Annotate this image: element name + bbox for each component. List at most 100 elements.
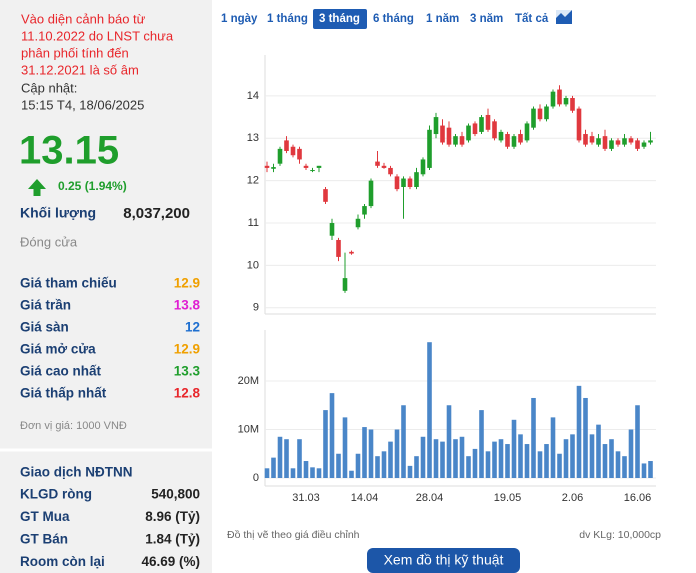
volume-bar — [563, 439, 569, 478]
candle-body — [635, 140, 640, 149]
candle-body — [583, 134, 588, 145]
volume-bar — [277, 436, 283, 478]
volume-bar — [557, 453, 562, 478]
tab[interactable]: 1 tháng — [267, 13, 308, 25]
volume-bar — [329, 393, 335, 478]
volume: 8,037,200 — [123, 205, 190, 222]
candle-body — [407, 178, 413, 187]
volume-bar — [420, 436, 426, 478]
candle-body — [544, 106, 549, 120]
chart-type-icon[interactable] — [556, 10, 572, 24]
tab[interactable]: Tất cả — [515, 13, 549, 25]
candle-body — [336, 239, 341, 257]
candle-body — [498, 131, 504, 141]
foreign-value: 8.96 (Tỷ) — [145, 509, 200, 524]
price: 13.15 — [19, 129, 119, 173]
volume-bar — [583, 397, 588, 478]
price-label: Giá trần — [20, 298, 71, 313]
candle-body — [349, 251, 354, 254]
candle-body — [355, 218, 361, 228]
volume-bar — [303, 461, 309, 478]
candle-body — [609, 140, 614, 149]
volume-bar — [433, 439, 439, 478]
volume-bar — [401, 405, 406, 478]
tab[interactable]: 3 năm — [470, 13, 503, 25]
y-tick-label: 14 — [247, 90, 259, 102]
candle-body — [485, 114, 491, 130]
candle-body — [453, 136, 458, 145]
volume-bar — [589, 434, 595, 478]
candle-body — [401, 178, 406, 187]
volume-bar — [297, 439, 302, 478]
candle-body — [271, 167, 276, 169]
volume-bar — [342, 417, 348, 478]
tab[interactable]: 6 tháng — [373, 13, 414, 25]
footnote: Đồ thị vẽ theo giá điều chỉnh — [227, 529, 360, 541]
button-bg[interactable] — [367, 548, 520, 573]
volume-bar — [570, 434, 575, 478]
volume-bar — [407, 465, 413, 478]
foreign-title: Giao dịch NĐTNN — [20, 465, 133, 480]
tab[interactable]: 1 ngày — [221, 13, 258, 25]
up-arrow — [28, 179, 46, 196]
volume-bar — [641, 463, 647, 478]
volume-bar — [336, 453, 341, 478]
warning-line: 11.10.2022 do LNST chưa — [21, 28, 174, 43]
candle-body — [427, 129, 432, 168]
left-panel — [0, 0, 212, 573]
button-label[interactable]: Xem đồ thị kỹ thuật — [384, 552, 504, 568]
status: Đóng cửa — [20, 234, 78, 249]
candle-body — [505, 134, 510, 147]
candle-body — [557, 89, 562, 105]
y-tick-label: 0 — [253, 472, 259, 484]
volume-bar — [427, 342, 432, 478]
price-label: Giá cao nhất — [20, 364, 102, 379]
x-tick-label: 14.04 — [351, 492, 379, 504]
volume-bar — [290, 468, 296, 478]
y-tick-label: 11 — [248, 217, 259, 229]
candle-body — [459, 136, 465, 145]
candle-body — [511, 136, 517, 147]
candle-body — [297, 148, 302, 160]
x-tick-label: 2.06 — [562, 492, 583, 504]
volume-bar — [362, 427, 367, 478]
candle-body — [414, 172, 419, 187]
y-tick-label: 13 — [247, 132, 259, 144]
icon-shape — [556, 10, 572, 24]
volume-bar — [635, 405, 640, 478]
price-label: Giá tham chiếu — [20, 276, 117, 291]
tab[interactable]: 1 năm — [426, 13, 459, 25]
candle-body — [479, 117, 484, 132]
candle-body — [290, 146, 296, 156]
candle-body — [576, 108, 582, 141]
volume-bar — [511, 419, 517, 478]
candle-body — [570, 98, 575, 111]
volume-bar — [531, 397, 536, 478]
volume-bar — [544, 444, 549, 478]
x-tick-label: 28.04 — [416, 492, 444, 504]
volume-bar — [596, 424, 601, 478]
unit-note: Đơn vị giá: 1000 VNĐ — [20, 420, 127, 432]
tab[interactable]: 3 tháng — [319, 13, 360, 25]
volume-bar — [524, 444, 530, 478]
candle-body — [381, 165, 387, 168]
tab-active-bg[interactable] — [313, 9, 367, 29]
volume-bar — [453, 439, 458, 478]
volume-bar — [485, 451, 491, 478]
volume-bar — [271, 457, 276, 478]
volume-bar — [472, 448, 478, 478]
volume-bar — [622, 456, 627, 478]
warning-line: phân phối tính đến — [21, 45, 129, 60]
candle-body — [518, 134, 523, 143]
candle-body — [537, 108, 543, 120]
candle-body — [589, 136, 595, 143]
volume-bar — [349, 470, 354, 478]
candle-body — [550, 91, 556, 107]
price-value: 12 — [185, 320, 200, 335]
volume-bar — [323, 410, 328, 478]
volume-bar — [615, 451, 621, 478]
price-value: 12.8 — [174, 386, 201, 401]
volume-bar — [375, 456, 380, 478]
volume-bar — [316, 468, 322, 478]
foreign-label: GT Bán — [20, 532, 68, 547]
